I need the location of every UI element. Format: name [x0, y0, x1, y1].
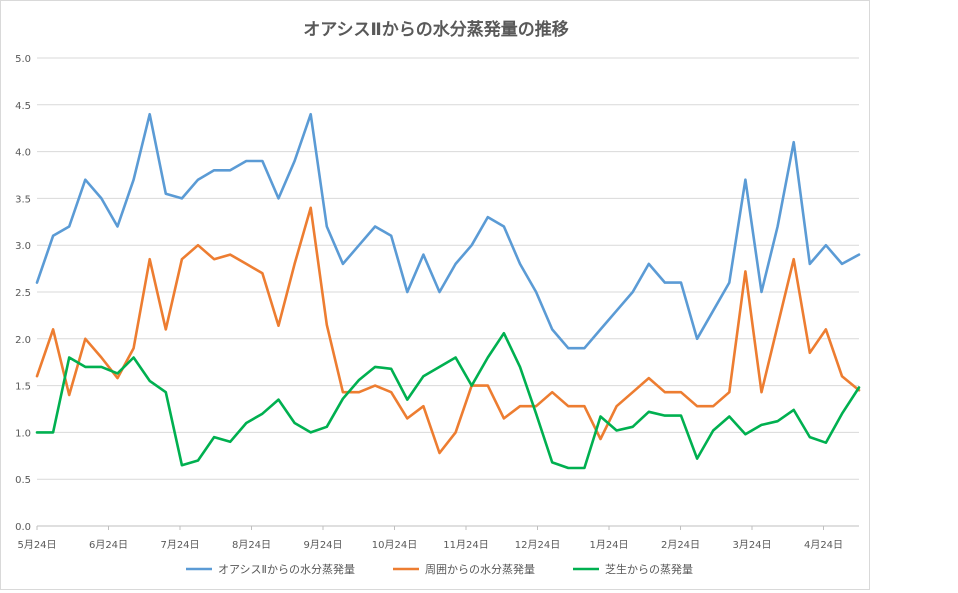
chart-frame: オアシスⅡからの水分蒸発量の推移 0.0 0.5 1.0 1.5 2.0 2.5 3.0 3.…: [0, 0, 870, 590]
x-tick-label: 3月24日: [732, 539, 771, 551]
line-chart: 0.0 0.5 1.0 1.5 2.0 2.5 3.0 3.5 4.0 4.5 5.0 5月24日 6月…: [15, 54, 861, 576]
x-tick-label: 2月24日: [661, 539, 700, 551]
x-tick-label: 5月24日: [17, 539, 56, 551]
legend-label-1: オアシスⅡからの水分蒸発量: [218, 562, 355, 576]
y-tick-label: 1.0: [15, 428, 31, 439]
x-tick-label: 7月24日: [160, 539, 199, 551]
x-tick-label: 4月24日: [804, 539, 843, 551]
y-tick-label: 2.5: [15, 288, 31, 299]
y-tick-label: 1.5: [15, 382, 31, 393]
y-tick-label: 3.5: [15, 194, 31, 205]
x-tick-label: 9月24日: [303, 539, 342, 551]
legend-label-3: 芝生からの蒸発量: [605, 562, 693, 576]
y-tick-label: 3.0: [15, 241, 31, 252]
x-tick-label: 11月24日: [443, 539, 488, 551]
series-line-1: [35, 112, 861, 350]
y-tick-label: 0.5: [15, 475, 31, 486]
y-tick-label: 2.0: [15, 335, 31, 346]
x-tick-label: 6月24日: [89, 539, 128, 551]
y-tick-label: 5.0: [15, 54, 31, 65]
y-tick-label: 4.0: [15, 148, 31, 159]
series-line-3: [35, 331, 861, 470]
legend-label-2: 周囲からの水分蒸発量: [425, 562, 535, 576]
x-tick-label: 8月24日: [232, 539, 271, 551]
x-tick-label: 12月24日: [515, 539, 560, 551]
y-tick-label: 4.5: [15, 101, 31, 112]
x-tick-label: 10月24日: [372, 539, 417, 551]
y-tick-label: 0.0: [15, 522, 31, 533]
chart-title: オアシスⅡからの水分蒸発量の推移: [303, 20, 569, 40]
x-tick-label: 1月24日: [589, 539, 628, 551]
series-line-2: [35, 206, 861, 455]
